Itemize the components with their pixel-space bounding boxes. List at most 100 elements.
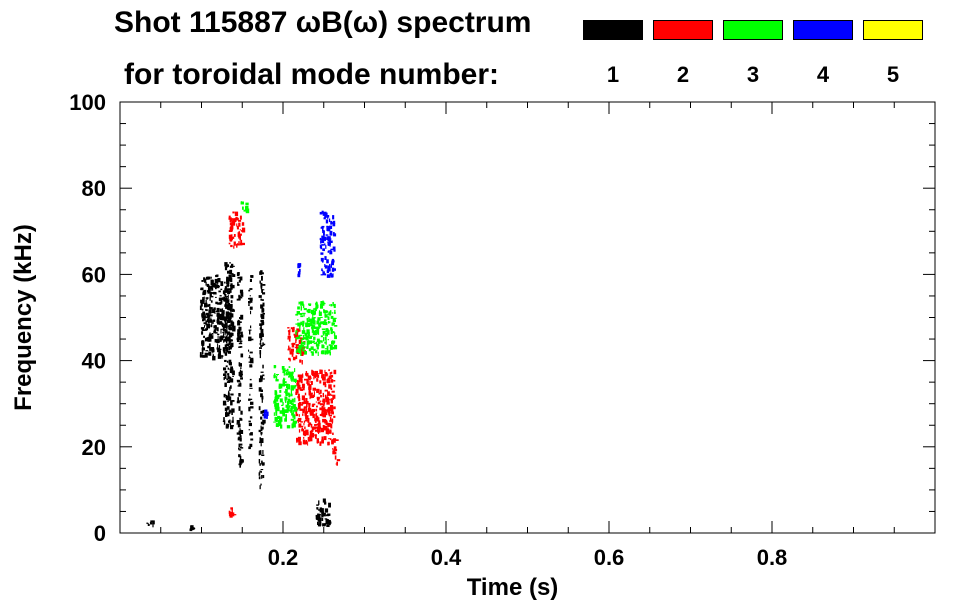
mode-3-point xyxy=(315,304,319,309)
mode-4-point xyxy=(319,244,321,249)
mode-1-point xyxy=(227,367,229,370)
mode-1-point xyxy=(237,284,240,286)
mode-1-point xyxy=(259,271,262,275)
mode-2-point xyxy=(297,380,300,383)
mode-1-point xyxy=(248,289,251,292)
mode-1-point xyxy=(230,342,234,347)
mode-3-point xyxy=(283,377,285,381)
mode-1-point xyxy=(222,400,227,406)
mode-3-region-2 xyxy=(295,300,338,356)
mode-1-point xyxy=(225,340,228,343)
mode-3-point xyxy=(332,302,334,307)
mode-3-point xyxy=(291,371,294,374)
mode-1-point xyxy=(229,262,231,264)
mode-2-point xyxy=(320,403,324,406)
mode-2-point xyxy=(326,379,330,383)
mode-2-point xyxy=(229,513,233,518)
mode-1-point xyxy=(260,469,264,471)
mode-1-point xyxy=(223,333,225,338)
mode-2-point xyxy=(234,211,239,216)
mode-1-point xyxy=(208,337,210,340)
mode-3-point xyxy=(313,308,316,310)
mode-1-point xyxy=(249,416,253,419)
mode-1-point xyxy=(223,367,227,371)
mode-3-point xyxy=(326,310,328,313)
mode-2-point xyxy=(323,410,327,414)
mode-4-point xyxy=(329,230,333,236)
mode-3-point xyxy=(285,396,288,400)
mode-2-point xyxy=(330,405,333,409)
mode-2-point xyxy=(233,234,236,237)
mode-3-point xyxy=(308,348,312,352)
mode-2-point xyxy=(299,404,303,406)
mode-2-point xyxy=(328,384,332,389)
mode-3-point xyxy=(285,388,288,394)
mode-3-point xyxy=(275,376,278,381)
mode-1-point xyxy=(210,300,213,303)
mode-3-point xyxy=(311,317,315,322)
mode-3-point xyxy=(283,382,286,386)
mode-1-point xyxy=(232,326,236,332)
mode-1-point xyxy=(207,291,211,294)
mode-1-point xyxy=(218,345,221,349)
mode-1-region-3 xyxy=(236,272,244,468)
mode-2-point xyxy=(288,358,291,360)
mode-2-point xyxy=(302,413,304,416)
mode-2-point xyxy=(331,440,334,445)
mode-3-point xyxy=(304,332,308,336)
mode-3-point xyxy=(302,312,306,315)
mode-1-point xyxy=(200,327,204,330)
mode-3-point xyxy=(297,322,301,327)
mode-4-point xyxy=(324,265,328,269)
mode-1-point xyxy=(260,432,263,435)
mode-1-point xyxy=(324,523,326,526)
mode-2-point xyxy=(298,339,301,345)
mode-1-point xyxy=(224,344,227,349)
mode-1-point xyxy=(217,279,219,284)
mode-1-point xyxy=(259,323,263,326)
mode-3-point xyxy=(287,407,289,410)
mode-1-point xyxy=(250,366,253,367)
mode-4-point xyxy=(297,271,301,275)
mode-3-point xyxy=(302,323,305,327)
mode-2-point xyxy=(298,398,301,402)
mode-1-point xyxy=(239,460,241,465)
mode-2-point xyxy=(236,243,238,248)
mode-3-point xyxy=(314,309,316,315)
mode-1-point xyxy=(260,410,263,414)
mode-1-point xyxy=(249,393,251,396)
mode-1-point xyxy=(324,501,327,505)
mode-1-point xyxy=(319,507,323,513)
mode-2-point xyxy=(333,446,337,452)
mode-1-point xyxy=(237,281,239,286)
mode-3-point xyxy=(279,410,282,414)
mode-2-point xyxy=(332,432,334,435)
mode-3-point xyxy=(286,383,289,389)
mode-2-point xyxy=(322,398,326,403)
mode-1-point xyxy=(228,325,230,330)
mode-1-point xyxy=(223,377,225,381)
mode-3-point xyxy=(306,319,308,323)
mode-4-point xyxy=(324,256,327,260)
mode-1-point xyxy=(223,373,226,376)
mode-1-point xyxy=(239,428,241,431)
mode-2-point xyxy=(241,230,243,232)
mode-2-point xyxy=(290,348,294,352)
mode-1-point xyxy=(208,287,211,293)
mode-1-point xyxy=(204,278,207,283)
mode-2-point xyxy=(311,408,315,413)
mode-1-point xyxy=(224,359,227,362)
mode-3-point xyxy=(306,340,310,345)
mode-2-point xyxy=(315,423,319,426)
mode-1-point xyxy=(191,527,195,530)
mode-3-point xyxy=(323,309,326,314)
mode-2-point xyxy=(333,369,337,375)
mode-1-point xyxy=(248,336,252,342)
mode-3-point xyxy=(320,340,323,343)
mode-1-point xyxy=(315,515,318,520)
mode-2-point xyxy=(331,418,334,423)
mode-1-point xyxy=(322,523,326,527)
mode-1-point xyxy=(211,333,214,335)
mode-2-point xyxy=(236,223,238,227)
mode-1-point xyxy=(262,364,264,369)
